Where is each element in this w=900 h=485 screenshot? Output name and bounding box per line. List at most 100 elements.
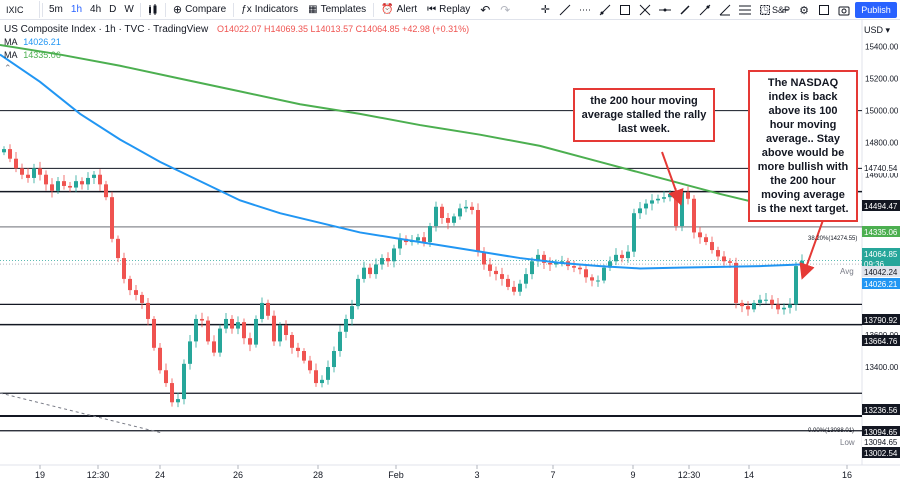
candle-body [212, 341, 216, 353]
candle-body [500, 274, 504, 279]
legend-collapse[interactable]: ⌃ [4, 63, 12, 73]
legend-title[interactable]: US Composite Index · 1h · TVC · TradingV… [4, 24, 209, 35]
time-tick-label: 19 [35, 470, 45, 480]
timeframe-W[interactable]: W [124, 4, 134, 15]
timeframe-4h[interactable]: 4h [90, 4, 102, 15]
candle-body [674, 193, 678, 227]
candle-body [242, 322, 246, 339]
candle-body [542, 254, 546, 263]
candle-body [752, 302, 756, 310]
templates-button[interactable]: ▦ Templates [303, 0, 371, 20]
replay-button[interactable]: ⏮ Replay [422, 0, 475, 20]
candle-body [308, 360, 312, 371]
chart-area[interactable]: 15400.00 15200.00 15000.00 14800.00 14600.00… [0, 20, 900, 485]
compare-sp-button[interactable]: ◷ S&P [760, 2, 790, 18]
candle-body [296, 347, 300, 352]
candle-body [176, 399, 180, 403]
timeframe-1h[interactable]: 1h [70, 4, 83, 15]
candle-body [800, 260, 804, 267]
alert-button[interactable]: ⏰ Alert [376, 0, 422, 20]
candle-body [122, 258, 126, 279]
horizontal-line-icon[interactable] [655, 1, 675, 19]
price-tick-label: 14600.00 [865, 171, 899, 180]
candle-body [764, 299, 768, 301]
price-badge [862, 278, 900, 289]
divider [139, 2, 141, 17]
candle-body [704, 237, 708, 243]
undo-icon[interactable]: ↶ [480, 2, 491, 17]
compare-button[interactable]: ⊕ Compare [168, 0, 231, 20]
fib-icon[interactable] [735, 1, 755, 19]
time-tick-label: 16 [842, 470, 852, 480]
candle-body [482, 251, 486, 265]
candle-body [320, 379, 324, 384]
symbol-label: IXIC [6, 4, 24, 15]
time-labels: 19 12:30 24 26 28 Feb 3 7 9 12:30 14 16 [35, 465, 852, 480]
candlestick-chart[interactable]: 15400.00 15200.00 15000.00 14800.00 14600.00… [0, 20, 900, 485]
trend-line-icon[interactable] [555, 1, 575, 19]
projection-icon[interactable] [715, 1, 735, 19]
dotted-line-icon[interactable] [575, 1, 595, 19]
annotation-box-100ma: The NASDAQ index is back above its 100 h… [748, 70, 858, 222]
price-badge-label: 13094.65 [864, 438, 898, 447]
chart-type-icon[interactable] [143, 1, 163, 19]
timeframe-D[interactable]: D [109, 4, 117, 15]
candle-body [494, 270, 498, 275]
candle-body [434, 206, 438, 227]
fullscreen-icon[interactable] [814, 1, 834, 19]
candle-body [194, 318, 198, 342]
price-tick-label: 15000.00 [865, 107, 899, 116]
candle-body [86, 177, 90, 185]
candle-body [254, 318, 258, 345]
ray-icon[interactable] [595, 1, 615, 19]
timeframe-5m[interactable]: 5m [49, 4, 63, 15]
price-badge [862, 266, 900, 277]
candle-body [782, 307, 786, 310]
publish-button[interactable]: Publish [855, 2, 897, 18]
candle-body [440, 206, 444, 219]
candle-body [230, 318, 234, 329]
cross-line-icon[interactable] [635, 1, 655, 19]
time-tick-label: 26 [233, 470, 243, 480]
time-tick-label: 3 [474, 470, 479, 480]
candle-body [422, 237, 426, 243]
candle-body [356, 278, 360, 307]
candle-body [326, 367, 330, 380]
candles [2, 144, 804, 408]
price-badge-label: 14026.21 [864, 280, 898, 289]
price-tick-label: 13400.00 [865, 363, 899, 372]
long-position-icon[interactable] [695, 1, 715, 19]
sp-label: S&P [771, 5, 790, 15]
candle-body [248, 338, 252, 345]
redo-icon[interactable]: ↷ [500, 2, 511, 17]
ma2-label: MA [4, 50, 18, 60]
candle-body [458, 208, 462, 217]
candle-body [584, 269, 588, 278]
text-icon[interactable]: ⌐ [782, 3, 789, 16]
indicators-button[interactable]: ƒx Indicators [236, 0, 303, 20]
currency-label[interactable]: USD ▾ [864, 25, 891, 35]
camera-icon[interactable] [834, 1, 854, 19]
candle-body [20, 168, 24, 175]
brush-icon[interactable] [675, 1, 695, 19]
candle-body [146, 302, 150, 319]
legend-ma2-row[interactable]: MA 14335.06 [4, 49, 469, 62]
symbol-search[interactable]: IXIC [2, 1, 40, 18]
candle-body [266, 302, 270, 316]
candle-body [548, 262, 552, 265]
settings-icon[interactable]: ⚙ [799, 4, 809, 17]
divider [233, 2, 235, 17]
cursor-icon[interactable]: ✛ [540, 4, 550, 16]
candle-body [728, 261, 732, 263]
candle-body [56, 181, 60, 191]
candle-body [722, 256, 726, 262]
candle-body [578, 267, 582, 270]
publish-label: Publish [861, 5, 891, 15]
time-tick-label: 24 [155, 470, 165, 480]
candle-body [572, 266, 576, 268]
candle-body [50, 184, 54, 191]
rectangle-icon[interactable] [615, 1, 635, 19]
measure-icon[interactable] [755, 1, 775, 19]
annotation-text-100ma: The NASDAQ index is back above its 100 h… [757, 77, 849, 215]
legend-ma1-row[interactable]: MA 14026.21 [4, 36, 469, 49]
